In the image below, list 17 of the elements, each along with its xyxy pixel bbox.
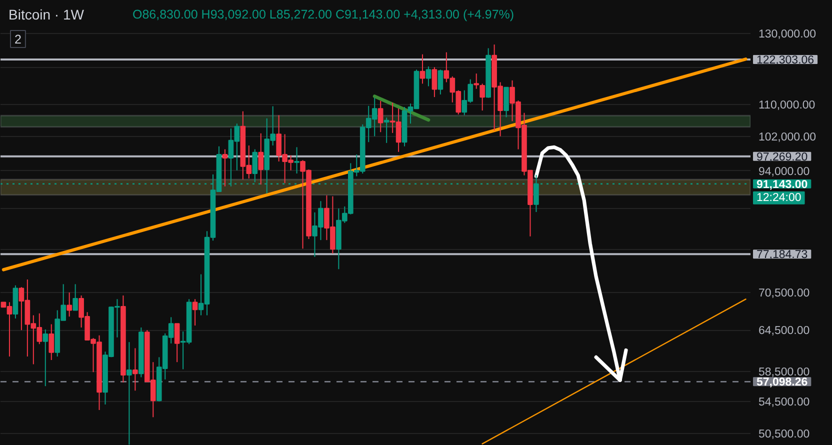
y-tick-label: 110,000.00 (758, 99, 816, 112)
ref-line-label: 77,184.73 (756, 249, 808, 262)
y-tick-label: 54,500.00 (758, 396, 810, 408)
ref-line-label: 97,269.20 (756, 151, 808, 164)
ref-line-label: 57,098.26 (756, 376, 808, 389)
text: O86,830.00 H93,092.00 L85,272.00 C91,143.00 +4,313.00 (+4.97%) (132, 8, 514, 22)
y-tick-label: 50,500.00 (758, 428, 810, 441)
text: Bitcoin · 1W (8, 6, 85, 22)
y-tick-label: 130,000.00 (758, 28, 816, 41)
ref-line-label: 122,303.06 (756, 54, 814, 66)
annotation: 2 (14, 32, 22, 46)
y-tick-label: 70,500.00 (758, 287, 810, 300)
ref-line-label: 91,143.00 12:24:00 (756, 178, 808, 204)
y-tick-label: 64,500.00 (758, 325, 810, 338)
y-tick-label: 58,500.00 (758, 366, 810, 378)
y-tick-label: 94,000.00 (758, 166, 810, 178)
y-tick-label: 102,000.00 (758, 131, 816, 144)
